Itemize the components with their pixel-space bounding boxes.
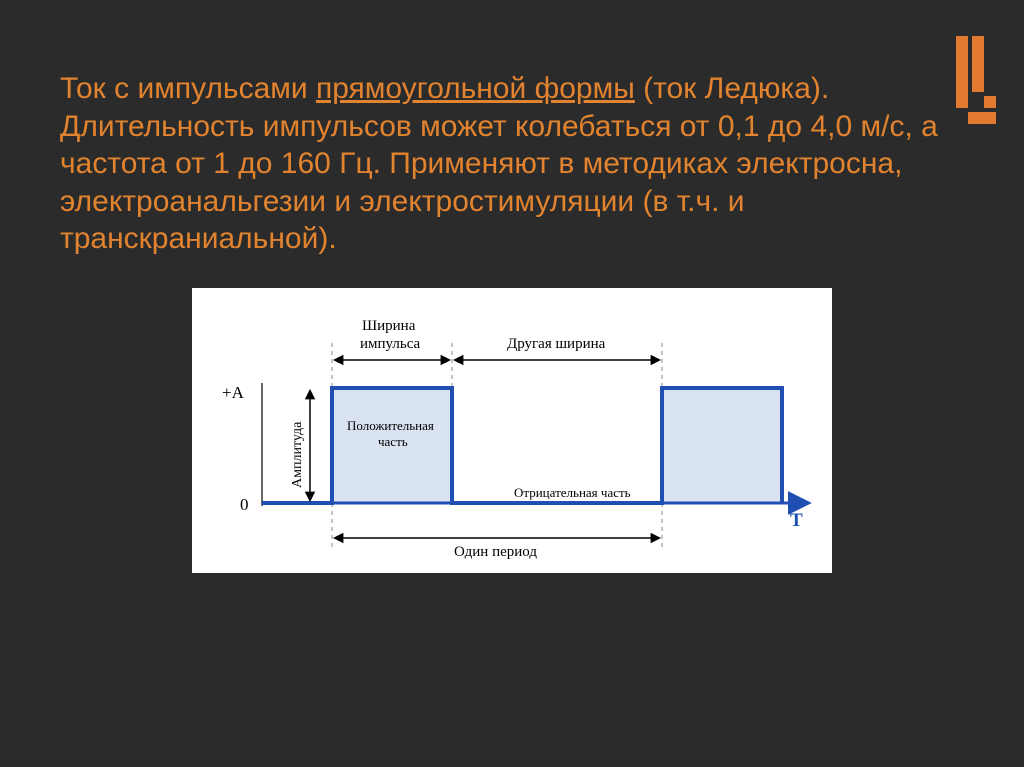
slide-body-text: Ток с импульсами прямоугольной формы (то… — [60, 70, 964, 258]
label-positive-2: часть — [378, 434, 408, 450]
label-negative: Отрицательная часть — [514, 485, 631, 501]
pulse-diagram: +A 0 T Амплитуда Ширина импульса Другая … — [192, 288, 832, 573]
label-one-period: Один период — [454, 544, 537, 561]
label-positive-1: Положительная — [347, 418, 434, 434]
label-amplitude: Амплитуда — [290, 421, 306, 487]
text-underlined: прямоугольной формы — [316, 72, 635, 105]
diagram-svg — [192, 288, 832, 573]
diagram-container: +A 0 T Амплитуда Ширина импульса Другая … — [60, 288, 964, 573]
label-plus-a: +A — [222, 383, 244, 403]
label-zero: 0 — [240, 495, 249, 515]
slide: Ток с импульсами прямоугольной формы (то… — [0, 0, 1024, 767]
label-pulse-width-2: импульса — [360, 336, 420, 353]
label-t-axis: T — [790, 510, 803, 532]
label-pulse-width-1: Ширина — [362, 318, 415, 335]
label-other-width: Другая ширина — [507, 336, 605, 353]
text-pre: Ток с импульсами — [60, 72, 316, 105]
